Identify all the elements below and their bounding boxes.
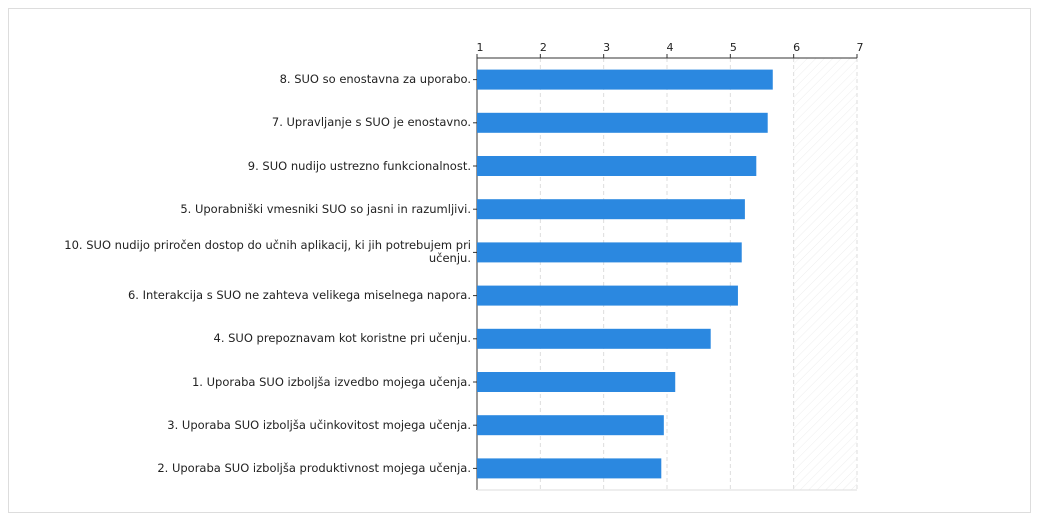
bar (477, 199, 745, 220)
y-tick-label: 3. Uporaba SUO izboljša učinkovitost moj… (167, 417, 471, 432)
bar (477, 69, 773, 90)
bar (477, 156, 757, 176)
bar (477, 328, 711, 349)
x-tick-label: 3 (603, 41, 610, 54)
y-tick-label: 2. Uporaba SUO izboljša produktivnost mo… (157, 460, 471, 475)
x-tick-label: 5 (730, 41, 737, 54)
bar (477, 242, 742, 263)
bar (477, 372, 676, 392)
y-tick-label: 9. SUO nudijo ustrezno funkcionalnost. (247, 158, 471, 173)
x-tick-label: 4 (667, 41, 674, 54)
background (794, 58, 857, 490)
bar (477, 285, 738, 306)
x-tick-label: 7 (857, 41, 864, 54)
x-tick-label: 1 (477, 41, 484, 54)
x-tick-label: 2 (540, 41, 547, 54)
frame (8, 8, 1031, 513)
x-tick-label: 6 (793, 41, 800, 54)
bar (477, 415, 664, 436)
y-tick-label: 7. Upravljanje s SUO je enostavno. (271, 115, 471, 130)
y-tick-label: 10. SUO nudijo priročen dostop do učnih … (64, 238, 471, 266)
bar (477, 458, 662, 479)
bar (477, 112, 768, 133)
y-tick-label: 8. SUO so enostavna za uporabo. (279, 72, 471, 87)
y-tick-label: 5. Uporabniški vmesniki SUO so jasni in … (180, 201, 471, 216)
y-tick-label: 1. Uporaba SUO izboljša izvedbo mojega u… (191, 374, 471, 389)
y-tick-label: 6. Interakcija s SUO ne zahteva velikega… (127, 288, 471, 303)
y-tick-label: 4. SUO prepoznavam kot koristne pri učen… (213, 331, 472, 346)
